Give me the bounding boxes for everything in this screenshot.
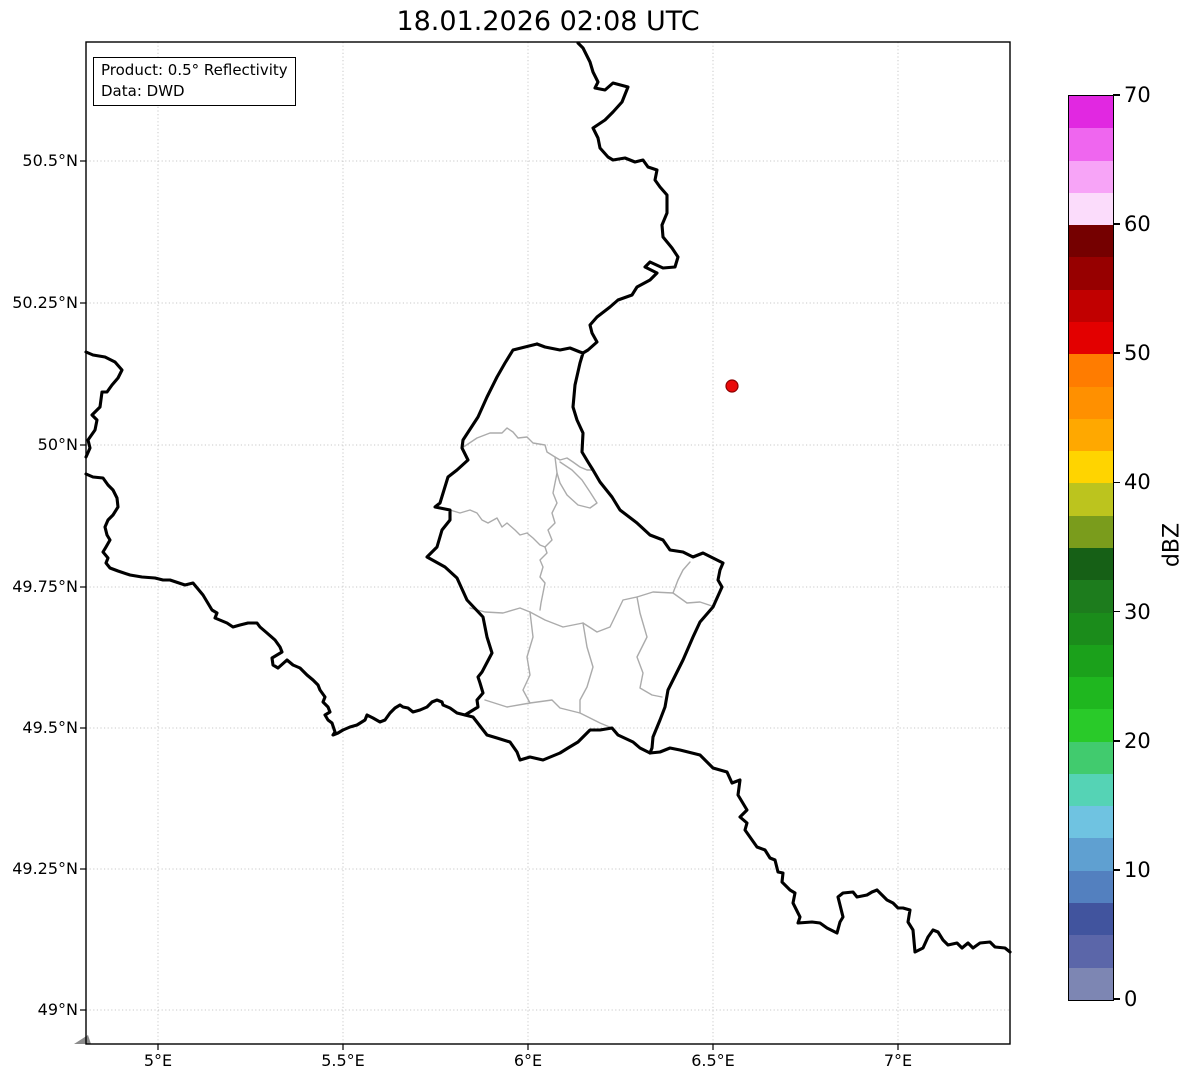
colorbar-tick-label: 0 [1124, 987, 1138, 1011]
product-line: Product: 0.5° Reflectivity [101, 61, 288, 79]
y-tick-label: 50.5°N [22, 151, 78, 170]
x-tick-label: 7°E [883, 1051, 913, 1070]
colorbar-segment [1069, 386, 1113, 419]
district-border [672, 561, 691, 594]
colorbar-segment [1069, 580, 1113, 613]
colorbar-tick [1113, 481, 1120, 484]
colorbar-tick [1113, 998, 1120, 1000]
colorbar-tick-label: 20 [1124, 728, 1151, 753]
x-tick-label: 5.5°E [321, 1051, 365, 1070]
x-tick-label: 6°E [513, 1051, 543, 1070]
colorbar-segment [1069, 935, 1113, 968]
france-belgium-border-givet [84, 350, 124, 459]
y-tick-label: 49.25°N [12, 859, 78, 878]
district-border [579, 622, 594, 714]
colorbar-segment [1069, 257, 1113, 290]
colorbar-tick-label: 40 [1124, 470, 1151, 495]
colorbar-segment [1069, 483, 1113, 516]
district-border [556, 461, 598, 509]
y-tick-label: 49.75°N [12, 577, 78, 596]
y-tick-label: 49°N [37, 1000, 78, 1019]
colorbar-segment [1069, 903, 1113, 936]
colorbar-segment [1069, 418, 1113, 452]
colorbar-tick [1113, 610, 1120, 613]
colorbar-segment [1069, 289, 1113, 322]
data-source-line: Data: DWD [101, 82, 185, 100]
colorbar-segment [1069, 128, 1113, 161]
belgium-germany-border [576, 41, 680, 355]
colorbar-tick-label: 50 [1124, 341, 1151, 366]
colorbar-segment [1069, 644, 1113, 678]
colorbar-tick [1113, 352, 1120, 355]
colorbar-segment [1069, 870, 1113, 904]
district-border [449, 509, 546, 548]
colorbar-segment [1069, 160, 1113, 193]
district-border [461, 427, 593, 471]
colorbar-segment [1069, 515, 1113, 548]
colorbar-segment [1069, 547, 1113, 581]
y-tick-label: 49.5°N [22, 718, 78, 737]
colorbar-segment [1069, 967, 1113, 1000]
colorbar-segment [1069, 709, 1113, 742]
colorbar-tick-label: 60 [1124, 212, 1151, 237]
colorbar [1068, 95, 1114, 1001]
district-border [522, 611, 534, 704]
france-germany-border [648, 746, 1012, 954]
colorbar-tick [1113, 94, 1120, 96]
colorbar-segment [1069, 225, 1113, 258]
y-tick-label: 50.25°N [12, 293, 78, 312]
colorbar-segment [1069, 612, 1113, 645]
colorbar-segment [1069, 838, 1113, 871]
product-info-box: Product: 0.5° Reflectivity Data: DWD [93, 57, 296, 106]
x-tick-label: 6.5°E [691, 1051, 735, 1070]
x-tick-label: 5°E [143, 1051, 173, 1070]
district-border [484, 699, 613, 729]
colorbar-tick [1113, 739, 1120, 742]
colorbar-tick-label: 30 [1124, 599, 1151, 624]
colorbar-segment [1069, 677, 1113, 710]
france-belgium-border [84, 472, 467, 737]
colorbar-segment [1069, 773, 1113, 807]
colorbar-tick-label: 70 [1124, 83, 1151, 107]
colorbar-segment [1069, 451, 1113, 484]
colorbar-segment [1069, 321, 1113, 355]
colorbar-segment [1069, 192, 1113, 226]
luxembourg-outline [425, 342, 725, 762]
colorbar-tick [1113, 223, 1120, 225]
colorbar-tick [1113, 869, 1120, 871]
corner-patch [74, 1035, 91, 1044]
district-border [636, 596, 663, 698]
district-border [469, 591, 713, 633]
figure-title: 18.01.2026 02:08 UTC [396, 6, 700, 37]
colorbar-unit-label: dBZ [1159, 522, 1185, 568]
colorbar-segment [1069, 806, 1113, 839]
map-frame [85, 41, 1011, 1045]
radar-site-marker [725, 379, 739, 393]
colorbar-tick-label: 10 [1124, 857, 1151, 882]
colorbar-segment [1069, 741, 1113, 774]
colorbar-segment [1069, 96, 1113, 129]
y-tick-label: 50°N [37, 435, 78, 454]
colorbar-segment [1069, 354, 1113, 387]
